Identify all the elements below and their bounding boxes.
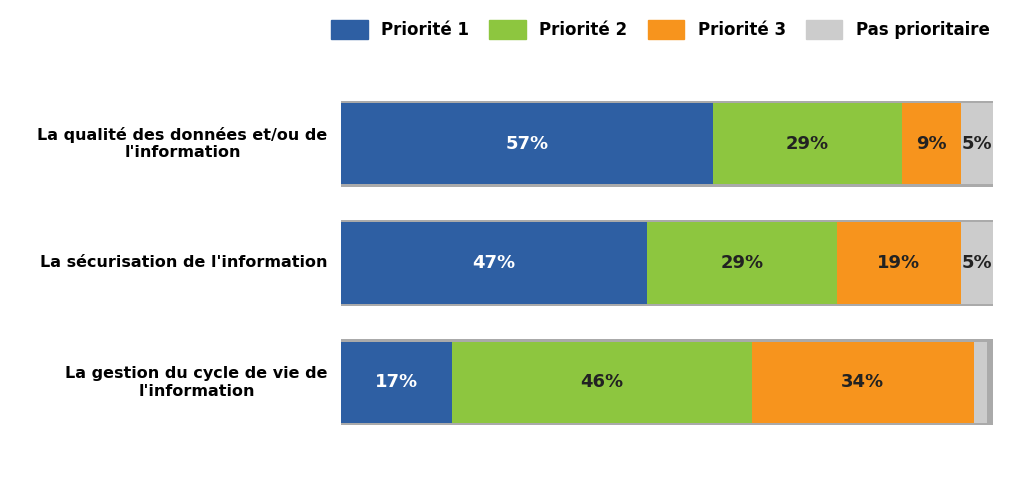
Text: 34%: 34% — [841, 374, 885, 392]
Text: 17%: 17% — [375, 374, 418, 392]
Text: 29%: 29% — [785, 134, 828, 152]
Text: 46%: 46% — [581, 374, 624, 392]
Bar — [341, 101, 993, 187]
Text: 29%: 29% — [721, 254, 764, 272]
Bar — [341, 223, 647, 303]
Bar — [837, 223, 961, 303]
Text: La sécurisation de l'information: La sécurisation de l'information — [40, 256, 328, 270]
Bar — [452, 342, 752, 423]
Legend: Priorité 1, Priorité 2, Priorité 3, Pas prioritaire: Priorité 1, Priorité 2, Priorité 3, Pas … — [332, 19, 989, 39]
Bar — [341, 103, 713, 184]
Bar — [647, 223, 837, 303]
Bar — [341, 220, 993, 306]
Text: 57%: 57% — [505, 134, 548, 152]
Text: La gestion du cycle de vie de
l'information: La gestion du cycle de vie de l'informat… — [66, 366, 328, 398]
Bar — [974, 342, 987, 423]
Bar — [713, 103, 902, 184]
Bar — [752, 342, 974, 423]
Bar — [902, 103, 961, 184]
Bar — [961, 103, 993, 184]
Text: 5%: 5% — [962, 134, 992, 152]
Text: La qualité des données et/ou de
l'information: La qualité des données et/ou de l'inform… — [38, 127, 328, 160]
Text: 47%: 47% — [472, 254, 516, 272]
Text: 5%: 5% — [962, 254, 992, 272]
Bar — [341, 342, 452, 423]
Bar — [341, 339, 993, 425]
Bar — [961, 223, 993, 303]
Text: 9%: 9% — [916, 134, 946, 152]
Text: 19%: 19% — [878, 254, 921, 272]
